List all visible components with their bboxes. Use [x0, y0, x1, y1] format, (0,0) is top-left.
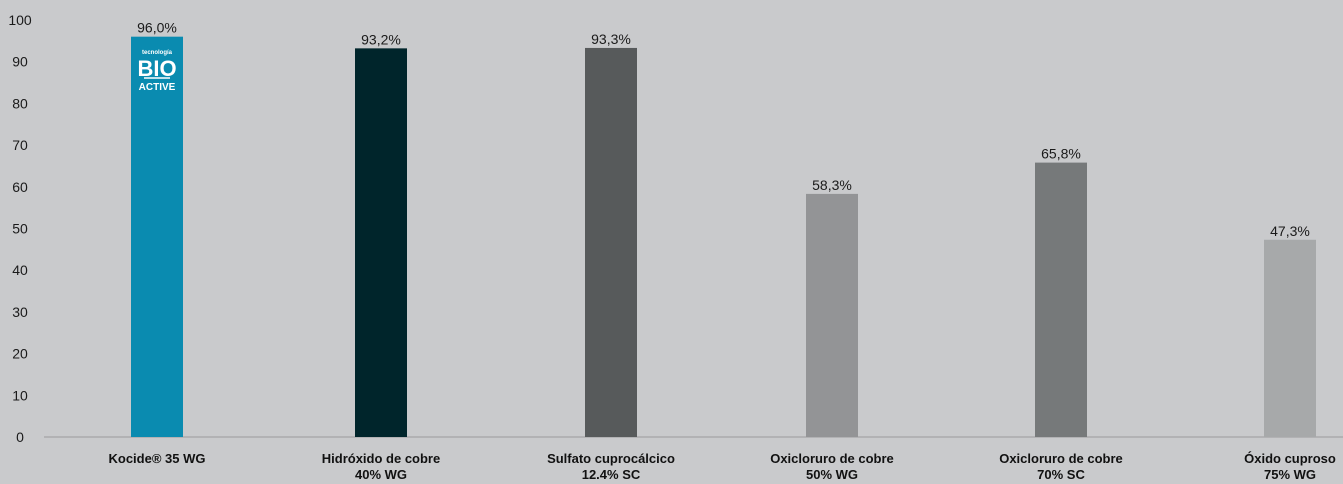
category-label: 12.4% SC — [582, 467, 641, 482]
bars — [131, 36, 1316, 438]
bar — [1035, 162, 1087, 437]
y-tick-label: 20 — [12, 346, 28, 362]
y-tick-label: 40 — [12, 262, 28, 278]
category-label: 50% WG — [806, 467, 858, 482]
category-label: 75% WG — [1264, 467, 1316, 482]
y-tick-label: 60 — [12, 179, 28, 195]
category-label: Sulfato cuprocálcico — [547, 451, 675, 466]
bar — [1264, 239, 1316, 437]
y-tick-label: 80 — [12, 95, 28, 111]
bar — [131, 36, 183, 438]
y-tick-label: 70 — [12, 137, 28, 153]
bar — [806, 193, 858, 437]
bar — [355, 48, 407, 438]
y-tick-label: 0 — [16, 429, 24, 445]
data-labels: 96,0% 93,2% 93,3% 58,3% 65,8% 47,3% — [137, 20, 1310, 239]
data-label: 96,0% — [137, 20, 177, 36]
badge-text-mid: ACTIVE — [139, 82, 176, 93]
category-label: Óxido cuproso — [1244, 451, 1336, 466]
y-tick-label: 10 — [12, 387, 28, 403]
data-label: 93,3% — [591, 31, 631, 47]
y-axis: 0 10 20 30 40 50 60 70 80 90 100 — [8, 12, 32, 445]
data-label: 93,2% — [361, 31, 401, 47]
category-label: Kocide® 35 WG — [109, 451, 206, 466]
category-label: 70% SC — [1037, 467, 1085, 482]
y-tick-label: 90 — [12, 54, 28, 70]
bar — [585, 47, 637, 438]
y-tick-label: 100 — [8, 12, 32, 28]
data-label: 47,3% — [1270, 223, 1310, 239]
badge-text-big: BIO — [137, 56, 176, 81]
category-label: 40% WG — [355, 467, 407, 482]
data-label: 65,8% — [1041, 146, 1081, 162]
category-label: Hidróxido de cobre — [322, 451, 440, 466]
y-tick-label: 30 — [12, 304, 28, 320]
category-label: Oxicloruro de cobre — [770, 451, 894, 466]
badge-text-small: tecnología — [142, 50, 173, 56]
data-label: 58,3% — [812, 177, 852, 193]
y-tick-label: 50 — [12, 221, 28, 237]
category-label: Oxicloruro de cobre — [999, 451, 1123, 466]
